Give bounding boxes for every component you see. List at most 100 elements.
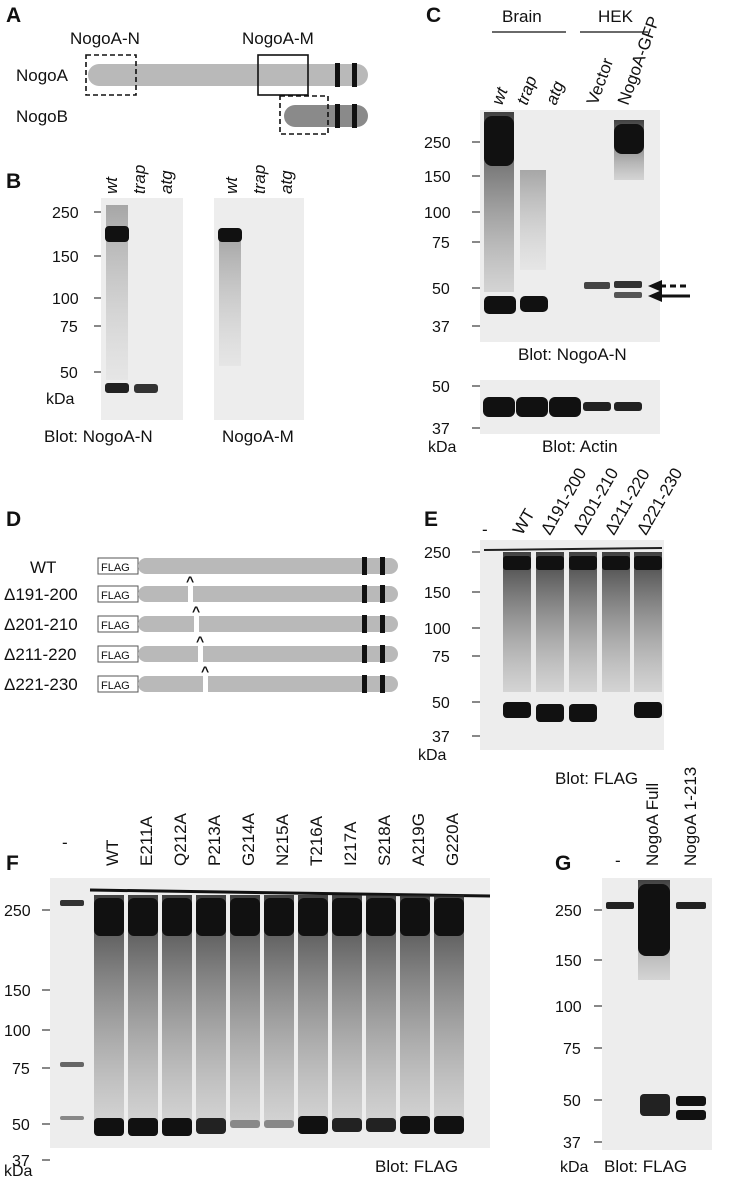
band-f-s218a-250 bbox=[366, 898, 396, 936]
marker-f-37: 37 bbox=[12, 1153, 30, 1170]
band-e-wt-250 bbox=[503, 556, 531, 570]
panel-g: G - NogoA Full NogoA 1-213 250 150 100 7… bbox=[555, 767, 712, 1176]
band-c-wt-200 bbox=[484, 116, 514, 166]
deletion-gap-d221 bbox=[203, 674, 208, 694]
deletion-gap-d201 bbox=[194, 614, 199, 634]
panel-f-letter: F bbox=[6, 852, 19, 875]
nogoa-tm2 bbox=[352, 63, 357, 87]
band-g-1-213-250 bbox=[676, 902, 706, 909]
lane-label-f-7: T216A bbox=[307, 815, 326, 866]
marker-f-150: 150 bbox=[4, 983, 31, 1000]
lane-label-g-2: NogoA 1-213 bbox=[681, 767, 700, 866]
band-f-a219g-250 bbox=[400, 898, 430, 936]
marker-b-100: 100 bbox=[52, 291, 79, 308]
band-f-q212a-50 bbox=[162, 1118, 192, 1136]
nogob-tm1 bbox=[335, 104, 340, 128]
band-f-ctrl-80 bbox=[60, 1062, 84, 1067]
construct-tm1-d201 bbox=[362, 615, 367, 633]
band-g-1-213-48 bbox=[676, 1096, 706, 1106]
marker-g-50: 50 bbox=[563, 1093, 581, 1110]
band-c-actin-4 bbox=[583, 402, 611, 411]
panel-c: C Brain HEK wt trap atg Vector NogoA-GFP… bbox=[424, 4, 690, 456]
construct-bar-wt bbox=[138, 558, 398, 574]
domain-label-nogoa-m: NogoA-M bbox=[242, 29, 314, 48]
band-g-1-213-42 bbox=[676, 1110, 706, 1120]
band-f-ctrl-50 bbox=[60, 1116, 84, 1120]
band-b-trap-45 bbox=[134, 384, 158, 393]
construct-d221-230: Δ221-230 FLAG ^ bbox=[4, 663, 398, 694]
construct-tm1-wt bbox=[362, 557, 367, 575]
band-c-gfp-50 bbox=[614, 281, 642, 288]
domain-label-nogoa-n: NogoA-N bbox=[70, 29, 140, 48]
lane-label-g-0: - bbox=[615, 851, 621, 870]
nogob-tm2 bbox=[352, 104, 357, 128]
band-f-ctrl-250 bbox=[60, 900, 84, 906]
band-c-actin-1 bbox=[483, 397, 515, 417]
arrow-dashed-head bbox=[648, 280, 662, 292]
blot-label-b-nogoa-n: Blot: NogoA-N bbox=[44, 427, 153, 446]
construct-tm2-wt bbox=[380, 557, 385, 575]
marker-g-150: 150 bbox=[555, 953, 582, 970]
group-label-brain: Brain bbox=[502, 7, 542, 26]
marker-c-75: 75 bbox=[432, 235, 450, 252]
band-e-wt-45 bbox=[503, 702, 531, 718]
marker-e-250: 250 bbox=[424, 545, 451, 562]
band-f-n215a-50 bbox=[264, 1120, 294, 1128]
blot-label-b-nogoa-m: NogoA-M bbox=[222, 427, 294, 446]
panel-a-letter: A bbox=[6, 4, 21, 27]
lane-label-f-4: P213A bbox=[205, 814, 224, 866]
band-f-s218a-50 bbox=[366, 1118, 396, 1132]
blot-label-c-nogoa-n: Blot: NogoA-N bbox=[518, 345, 627, 364]
lane-label-f-0: - bbox=[62, 833, 68, 852]
band-e-d191-45 bbox=[536, 704, 564, 722]
blot-label-c-actin: Blot: Actin bbox=[542, 437, 618, 456]
marker-c-100: 100 bbox=[424, 205, 451, 222]
construct-label-d201-210: Δ201-210 bbox=[4, 615, 78, 634]
blot-label-g: Blot: FLAG bbox=[604, 1157, 687, 1176]
flag-text-d211: FLAG bbox=[101, 650, 130, 662]
band-f-t216a-250 bbox=[298, 898, 328, 936]
marker-c-50: 50 bbox=[432, 281, 450, 298]
construct-tm1-d191 bbox=[362, 585, 367, 603]
lane-label-f-8: I217A bbox=[341, 821, 360, 866]
marker-b-250: 250 bbox=[52, 205, 79, 222]
band-c-wt-45 bbox=[484, 296, 516, 314]
bands-f-50 bbox=[94, 1116, 464, 1136]
marker-e-100: 100 bbox=[424, 621, 451, 638]
unit-b: kDa bbox=[46, 391, 75, 408]
smear-b-wt bbox=[106, 205, 128, 380]
construct-bar-d191 bbox=[138, 586, 398, 602]
band-b2-wt-180 bbox=[218, 228, 242, 242]
construct-bar-d211 bbox=[138, 646, 398, 662]
construct-d191-200: Δ191-200 FLAG ^ bbox=[4, 573, 398, 604]
construct-d201-210: Δ201-210 FLAG ^ bbox=[4, 603, 398, 634]
band-f-e211a-250 bbox=[128, 898, 158, 936]
band-c-vector-50 bbox=[584, 282, 610, 289]
band-b-wt-180 bbox=[105, 226, 129, 242]
flag-text-d191: FLAG bbox=[101, 590, 130, 602]
band-f-g220a-50 bbox=[434, 1116, 464, 1134]
nogoa-bar bbox=[88, 64, 368, 86]
band-f-q212a-250 bbox=[162, 898, 192, 936]
band-g-full-50 bbox=[640, 1094, 670, 1116]
marker-e-75: 75 bbox=[432, 649, 450, 666]
band-c-actin-2 bbox=[516, 397, 548, 417]
lane-label-b-atg: atg bbox=[157, 170, 176, 194]
band-e-d221-45 bbox=[634, 702, 662, 718]
marker-e-50: 50 bbox=[432, 695, 450, 712]
marker-e-150: 150 bbox=[424, 585, 451, 602]
band-f-p213a-50 bbox=[196, 1118, 226, 1134]
construct-wt: WT FLAG bbox=[30, 557, 398, 577]
band-e-d201-45 bbox=[569, 704, 597, 722]
construct-label-d211-220: Δ211-220 bbox=[4, 645, 76, 664]
flag-text-d221: FLAG bbox=[101, 680, 130, 692]
marker-b-50: 50 bbox=[60, 365, 78, 382]
lane-label-f-5: G214A bbox=[239, 812, 258, 866]
construct-tm1-d211 bbox=[362, 645, 367, 663]
marker-c-actin-37: 37 bbox=[432, 421, 450, 438]
unit-g: kDa bbox=[560, 1159, 589, 1176]
band-f-e211a-50 bbox=[128, 1118, 158, 1136]
marker-g-75: 75 bbox=[563, 1041, 581, 1058]
lane-label-f-6: N215A bbox=[273, 813, 292, 866]
